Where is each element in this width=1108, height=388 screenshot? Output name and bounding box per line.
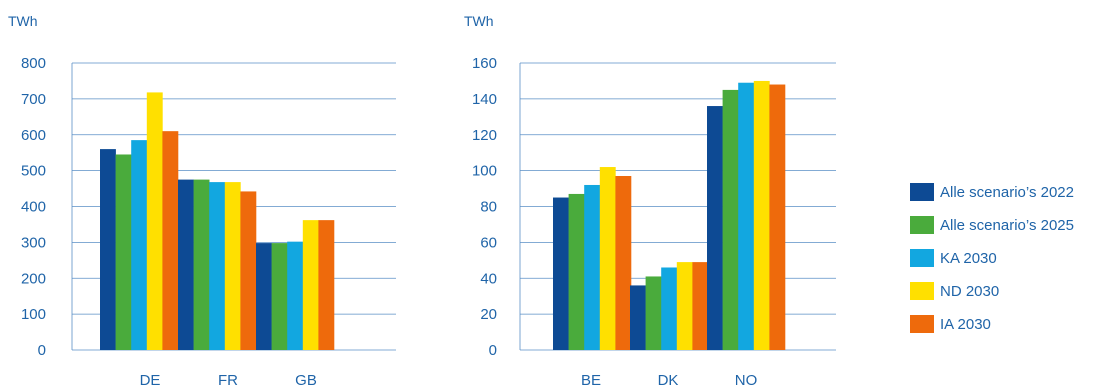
y-tick-label: 300 [21,234,46,251]
legend-item: Alle scenario’s 2022 [910,183,1074,201]
x-tick-label: DE [140,372,161,388]
legend-label: IA 2030 [940,315,991,333]
bar-gb-4 [318,220,335,350]
bar-dk-4 [692,262,709,350]
y-tick-label: 100 [472,163,497,180]
legend-label: ND 2030 [940,282,1000,300]
unit-label: TWh [464,13,494,29]
legend: Alle scenario’s 2022 Alle scenario’s 202… [910,183,1074,348]
bar-fr-3 [224,182,241,350]
y-tick-label: 140 [472,91,497,108]
legend-swatch [910,216,934,234]
bar-be-0 [553,197,569,350]
y-tick-label: 60 [480,234,497,251]
bar-gb-0 [256,243,272,350]
y-tick-label: 800 [21,55,46,72]
bar-dk-0 [630,285,646,350]
bar-fr-1 [193,179,210,350]
legend-label: Alle scenario’s 2022 [940,183,1074,201]
x-tick-label: DK [658,372,679,388]
legend-item: Alle scenario’s 2025 [910,216,1074,234]
y-tick-label: 600 [21,127,46,144]
y-tick-label: 0 [489,342,497,359]
legend-item: IA 2030 [910,315,1074,333]
legend-item: KA 2030 [910,249,1074,267]
bar-de-1 [115,154,132,350]
bar-be-3 [599,167,616,350]
bar-no-0 [707,106,723,350]
y-tick-label: 100 [21,306,46,323]
legend-label: KA 2030 [940,249,997,267]
y-tick-label: 40 [480,270,497,287]
y-tick-label: 400 [21,199,46,216]
bar-gb-2 [287,241,304,350]
x-tick-label: NO [735,372,758,388]
bar-be-2 [584,184,601,350]
x-tick-label: BE [581,372,601,388]
bar-dk-3 [676,262,693,350]
bar-dk-2 [661,267,678,350]
legend-swatch [910,282,934,300]
bar-dk-1 [645,276,662,350]
bar-de-4 [162,131,179,350]
y-tick-label: 200 [21,270,46,287]
legend-swatch [910,183,934,201]
y-tick-label: 160 [472,55,497,72]
bar-no-1 [722,89,739,350]
bar-fr-2 [209,182,226,350]
bar-de-2 [131,140,148,350]
bar-gb-3 [302,220,319,350]
y-tick-label: 500 [21,163,46,180]
bar-fr-0 [178,179,194,350]
bar-no-4 [769,84,786,351]
y-tick-label: 0 [38,342,46,359]
legend-swatch [910,315,934,333]
bar-de-3 [146,92,163,350]
bar-no-2 [738,82,755,350]
y-tick-label: 700 [21,91,46,108]
bar-be-1 [568,193,585,350]
bar-be-4 [615,176,632,350]
legend-label: Alle scenario’s 2025 [940,216,1074,234]
y-tick-label: 80 [480,199,497,216]
legend-item: ND 2030 [910,282,1074,300]
y-tick-label: 20 [480,306,497,323]
x-tick-label: FR [218,372,238,388]
bar-de-0 [100,149,116,350]
bar-fr-4 [240,191,257,350]
bar-gb-1 [271,243,288,350]
unit-label: TWh [8,13,38,29]
y-tick-label: 120 [472,127,497,144]
legend-swatch [910,249,934,267]
x-tick-label: GB [295,372,317,388]
bar-no-3 [753,80,770,350]
